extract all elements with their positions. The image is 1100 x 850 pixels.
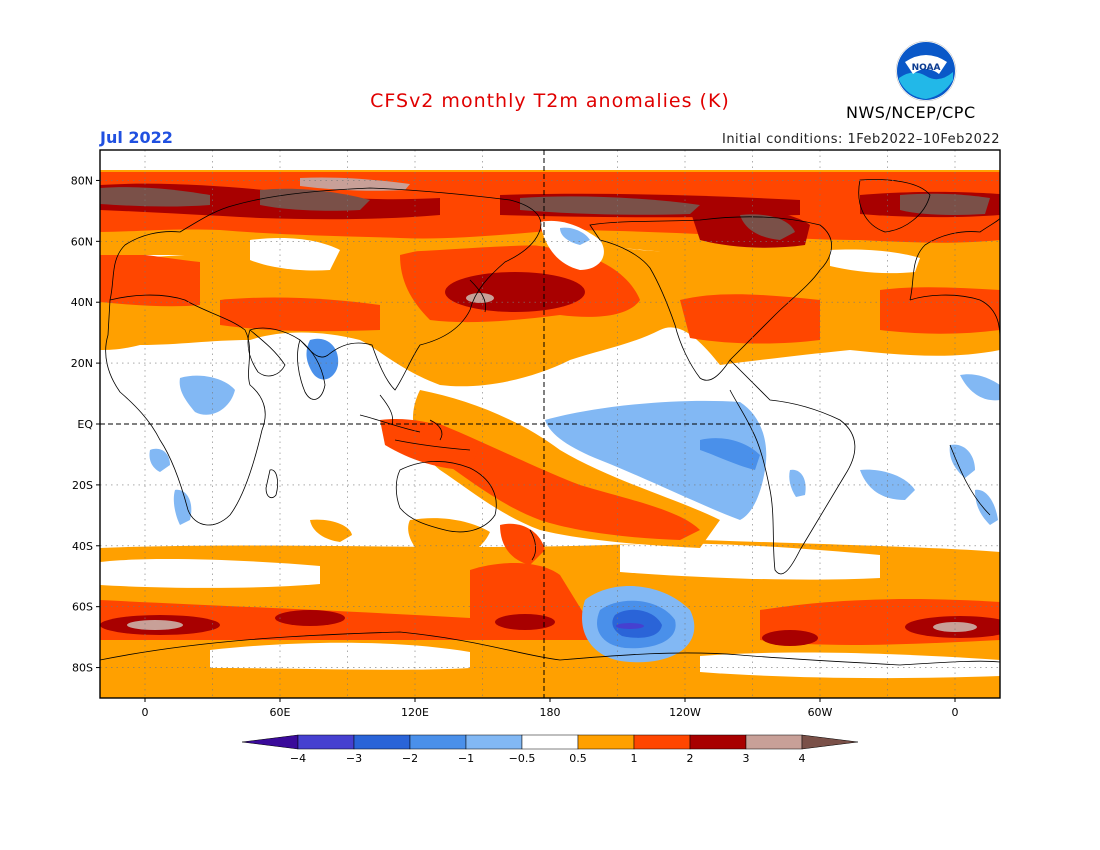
anomaly-field — [100, 150, 1000, 698]
colorbar-swatch — [689, 734, 747, 750]
reference-lines — [100, 150, 1000, 698]
lat-label: 60S — [72, 601, 93, 614]
colorbar-label: 3 — [743, 752, 750, 765]
colorbar-swatch — [745, 734, 803, 750]
lon-label: 120W — [669, 706, 701, 719]
colorbar-label: −2 — [402, 752, 418, 765]
colorbar-swatch — [577, 734, 635, 750]
colorbar-max-arrow — [801, 734, 859, 750]
lat-label: 20S — [72, 479, 93, 492]
lat-label: 40S — [72, 540, 93, 553]
colorbar-label: −3 — [346, 752, 362, 765]
coastlines — [100, 179, 1000, 666]
colorbar-label: 4 — [799, 752, 806, 765]
colorbar-label: −0.5 — [509, 752, 536, 765]
colorbar-label: 1 — [631, 752, 638, 765]
initial-conditions: Initial conditions: 1Feb2022–10Feb2022 — [721, 132, 1000, 147]
colorbar-swatch — [353, 734, 411, 750]
lon-label: 60E — [270, 706, 291, 719]
lat-label: 80N — [71, 174, 93, 187]
lon-label: 60W — [808, 706, 833, 719]
latitude-labels: 80N 60N 40N 20N EQ 20S 40S 60S 80S — [71, 174, 100, 675]
lat-label: 40N — [71, 296, 93, 309]
longitude-labels: 0 60E 120E 180 120W 60W 0 — [142, 698, 959, 719]
colorbar-swatch — [465, 734, 523, 750]
colorbar-label: −4 — [290, 752, 306, 765]
lon-label: 0 — [142, 706, 149, 719]
noaa-logo: NOAA — [895, 40, 957, 102]
agency-label: NWS/NCEP/CPC — [846, 103, 976, 122]
lat-label: EQ — [77, 418, 93, 431]
colorbar-label: 2 — [687, 752, 694, 765]
colorbar-label: 0.5 — [569, 752, 587, 765]
lon-label: 180 — [540, 706, 561, 719]
colorbar-swatch — [297, 734, 355, 750]
lat-label: 80S — [72, 662, 93, 675]
colorbar: −4 −3 −2 −1 −0.5 0.5 1 2 3 4 — [241, 734, 859, 765]
colorbar-label: −1 — [458, 752, 474, 765]
lon-label: 0 — [952, 706, 959, 719]
lon-label: 120E — [401, 706, 429, 719]
chart-title: CFSv2 monthly T2m anomalies (K) — [370, 90, 730, 112]
lat-label: 20N — [71, 357, 93, 370]
colorbar-swatch — [633, 734, 691, 750]
colorbar-min-arrow — [241, 734, 299, 750]
colorbar-swatch — [409, 734, 467, 750]
valid-month: Jul 2022 — [100, 128, 173, 147]
lat-label: 60N — [71, 235, 93, 248]
graticule — [100, 150, 1000, 698]
colorbar-swatch — [521, 734, 579, 750]
svg-text:NOAA: NOAA — [912, 63, 941, 73]
